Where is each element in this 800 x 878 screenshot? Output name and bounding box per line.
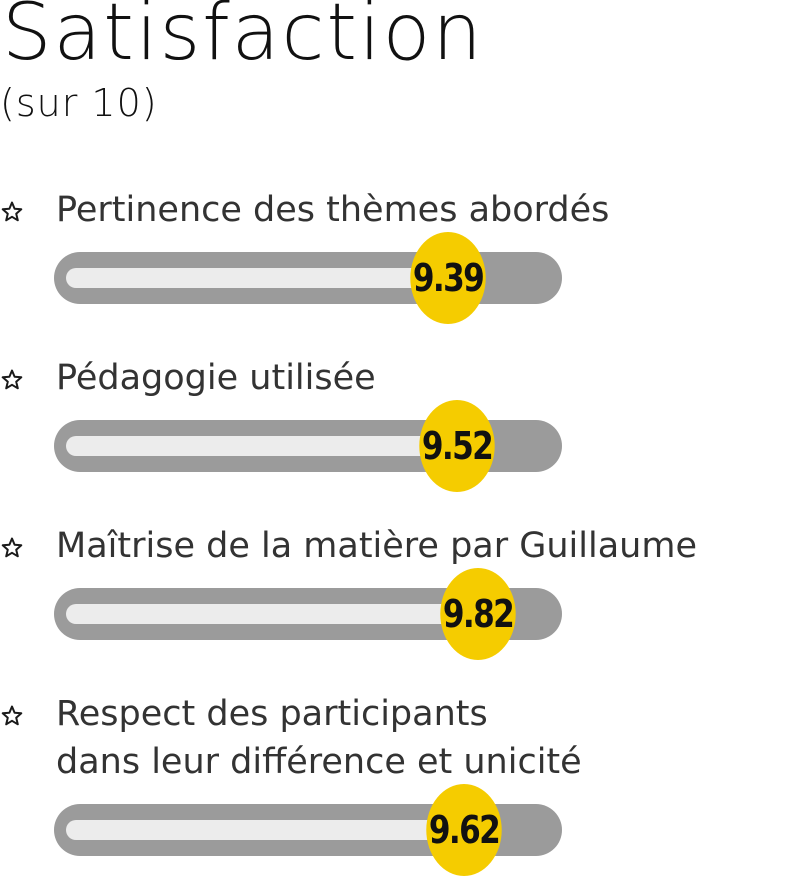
bar-fill (66, 436, 457, 456)
value-badge: 9.52 (419, 400, 495, 492)
bar-fill (66, 604, 478, 624)
value-badge: 9.39 (410, 232, 486, 324)
star-outline-icon (0, 704, 24, 728)
criterion-label: Pédagogie utilisée (56, 358, 376, 398)
page-title: Satisfaction (2, 0, 484, 78)
star-outline-icon (0, 200, 24, 224)
criterion-label: Respect des participants (56, 694, 488, 734)
bar-fill (66, 820, 464, 840)
value-badge: 9.82 (439, 568, 516, 660)
value-badge: 9.62 (425, 784, 502, 876)
page-subtitle: (sur 10) (0, 81, 158, 125)
bar-track (54, 252, 562, 304)
star-outline-icon (0, 368, 24, 392)
star-outline-icon (0, 536, 24, 560)
criterion-label: Maîtrise de la matière par Guillaume (56, 526, 697, 566)
criterion-label: dans leur différence et unicité (56, 742, 582, 782)
criterion-label: Pertinence des thèmes abordés (56, 190, 610, 230)
bar-fill (66, 268, 448, 288)
